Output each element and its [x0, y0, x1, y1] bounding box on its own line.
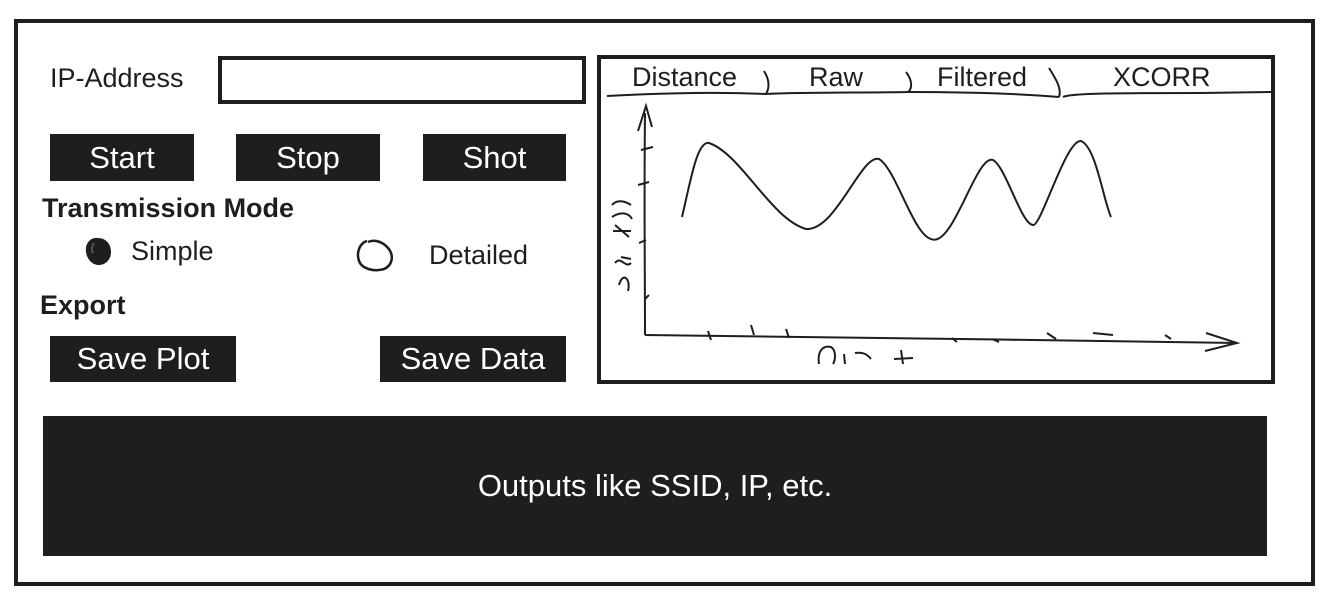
app-window-frame	[14, 19, 1315, 586]
plot-axes	[637, 102, 1241, 352]
ip-address-label: IP-Address	[50, 63, 184, 93]
plot-panel: Distance Raw Filtered XCORR	[597, 55, 1275, 384]
transmission-mode-heading: Transmission Mode	[42, 193, 295, 223]
y-axis-label-scribble	[611, 200, 633, 292]
detailed-mode-radio[interactable]: Detailed	[355, 236, 528, 274]
start-button[interactable]: Start	[50, 134, 194, 181]
detailed-mode-label: Detailed	[429, 239, 529, 270]
output-text: Outputs like SSID, IP, etc.	[477, 468, 833, 503]
y-axis-arrowhead-icon	[637, 102, 653, 132]
shot-button[interactable]: Shot	[423, 134, 566, 181]
simple-mode-radio[interactable]: Simple	[84, 234, 214, 268]
tab-separators	[606, 67, 1271, 98]
simple-mode-label: Simple	[131, 235, 214, 266]
x-axis-label-scribble	[817, 345, 914, 365]
stop-button[interactable]: Stop	[236, 134, 380, 181]
ip-address-input[interactable]	[218, 56, 586, 104]
radio-selected-icon	[85, 237, 112, 266]
x-axis	[644, 334, 1238, 344]
x-axis-arrowhead-icon	[1204, 332, 1241, 352]
tab-distance[interactable]: Distance	[632, 62, 738, 92]
save-data-button[interactable]: Save Data	[380, 336, 566, 382]
export-heading: Export	[40, 290, 126, 320]
signal-curve	[681, 140, 1112, 241]
output-console: Outputs like SSID, IP, etc.	[43, 416, 1267, 556]
tab-filtered[interactable]: Filtered	[937, 62, 1028, 92]
tab-raw[interactable]: Raw	[809, 62, 864, 92]
tab-xcorr[interactable]: XCORR	[1113, 62, 1211, 92]
radio-unselected-icon	[356, 239, 393, 272]
save-plot-button[interactable]: Save Plot	[50, 336, 236, 382]
plot-sketch	[606, 67, 1271, 365]
